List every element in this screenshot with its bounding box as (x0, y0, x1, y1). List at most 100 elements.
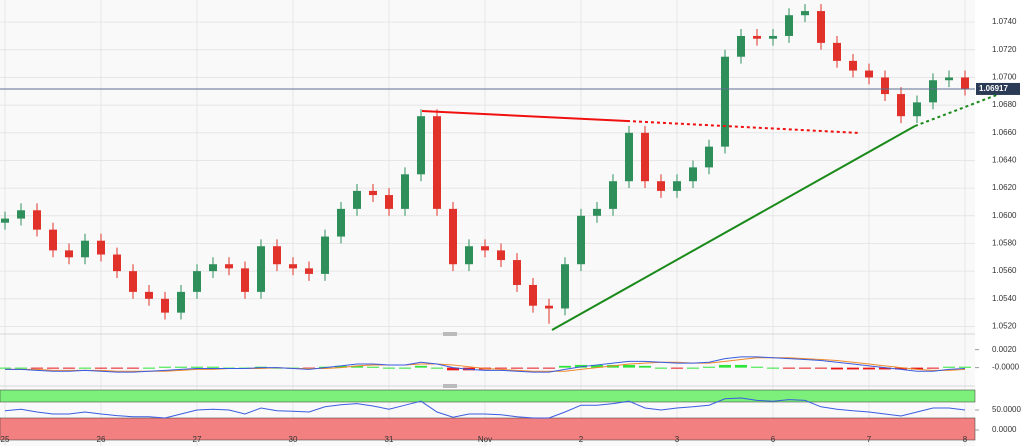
candle-body (865, 70, 873, 78)
candle-body (65, 250, 73, 258)
candle-body (305, 268, 313, 274)
candle-body (673, 181, 681, 191)
x-tick-label: 31 (385, 435, 394, 444)
y-tick-label: 0.0000 (992, 425, 1017, 434)
candle-body (193, 271, 201, 292)
histogram-bar (895, 367, 907, 370)
candle-body (801, 11, 809, 16)
splitter-handle[interactable] (443, 384, 457, 388)
candle-body (929, 80, 937, 103)
candle-body (657, 181, 665, 191)
candle-body (417, 116, 425, 175)
candle-body (433, 116, 441, 209)
histogram-bar (623, 364, 635, 368)
x-tick-label: 26 (97, 435, 106, 444)
last-price-box (976, 82, 1020, 95)
histogram-bar (959, 366, 971, 368)
candle-body (769, 35, 777, 39)
histogram-bar (335, 365, 347, 368)
candle-body (593, 208, 601, 216)
y-tick-label: 1.0720 (992, 45, 1017, 54)
x-tick-label: Nov (478, 435, 492, 444)
histogram-bar (127, 367, 139, 369)
candle-body (209, 264, 217, 272)
y-tick-label: 50.0000 (992, 405, 1021, 414)
candle-body (961, 77, 969, 89)
x-tick-label: 27 (193, 435, 202, 444)
histogram-bar (687, 367, 699, 369)
histogram-bar (527, 367, 539, 369)
candle-body (545, 305, 553, 309)
histogram-bar (767, 367, 779, 369)
x-tick-label: 8 (963, 435, 968, 444)
y-tick-label: 1.0700 (992, 73, 1017, 82)
candle-body (113, 254, 121, 272)
candle-body (705, 146, 713, 168)
last-price-label: 1.06917 (979, 84, 1008, 93)
candle-body (513, 260, 521, 285)
candle-body (785, 15, 793, 36)
candle-body (609, 181, 617, 209)
histogram-bar (15, 367, 27, 369)
candle-body (945, 77, 953, 81)
splitter-handle[interactable] (443, 332, 457, 336)
candle-body (369, 190, 377, 196)
histogram-bar (815, 367, 827, 369)
candle-body (273, 246, 281, 265)
candle-body (497, 250, 505, 261)
histogram-bar (447, 367, 459, 371)
histogram-bar (159, 366, 171, 368)
y-tick-label: 1.0740 (992, 17, 1017, 26)
candle-body (737, 35, 745, 57)
x-tick-label: 6 (771, 435, 776, 444)
candle-body (177, 291, 185, 313)
histogram-bar (799, 367, 811, 369)
candle-body (289, 264, 297, 269)
signal-line (5, 357, 966, 372)
candle-body (17, 210, 25, 219)
candle-body (913, 102, 921, 117)
candle-body (625, 132, 633, 182)
candle-body (353, 190, 361, 209)
candle-body (465, 246, 473, 265)
histogram-bar (927, 367, 939, 369)
x-tick-label: 2 (579, 435, 584, 444)
candle-body (849, 60, 857, 71)
y-tick-label: 1.0600 (992, 211, 1017, 220)
histogram-bar (863, 367, 875, 370)
candle-body (33, 210, 41, 230)
histogram-bar (207, 366, 219, 368)
plot-background (0, 0, 975, 446)
histogram-bar (143, 367, 155, 369)
histogram-bar (415, 365, 427, 368)
y-tick-label: -0.0000 (992, 363, 1020, 372)
histogram-bar (911, 367, 923, 370)
histogram-bar (559, 365, 571, 368)
candle-body (81, 240, 89, 258)
histogram-bar (191, 366, 203, 368)
candle-body (257, 246, 265, 292)
overbought-zone (0, 389, 976, 403)
candle-body (481, 246, 489, 251)
y-tick-label: 0.0020 (992, 345, 1017, 354)
candle-body (689, 167, 697, 182)
candle-body (321, 236, 329, 274)
x-tick-label: 3 (675, 435, 680, 444)
resistance-line (421, 110, 628, 122)
histogram-bar (543, 367, 555, 369)
histogram-bar (383, 367, 395, 369)
resistance-extension (626, 120, 861, 134)
histogram-bar (79, 367, 91, 369)
candle-body (97, 240, 105, 255)
candle-body (49, 229, 57, 251)
candle-body (449, 208, 457, 265)
candle-body (401, 174, 409, 209)
histogram-bar (431, 367, 443, 369)
histogram-bar (591, 364, 603, 368)
y-tick-label: 1.0620 (992, 183, 1017, 192)
histogram-bar (671, 367, 683, 369)
histogram-bar (399, 367, 411, 369)
histogram-bar (751, 366, 763, 368)
values-line (4, 397, 966, 419)
histogram-bar (703, 366, 715, 368)
